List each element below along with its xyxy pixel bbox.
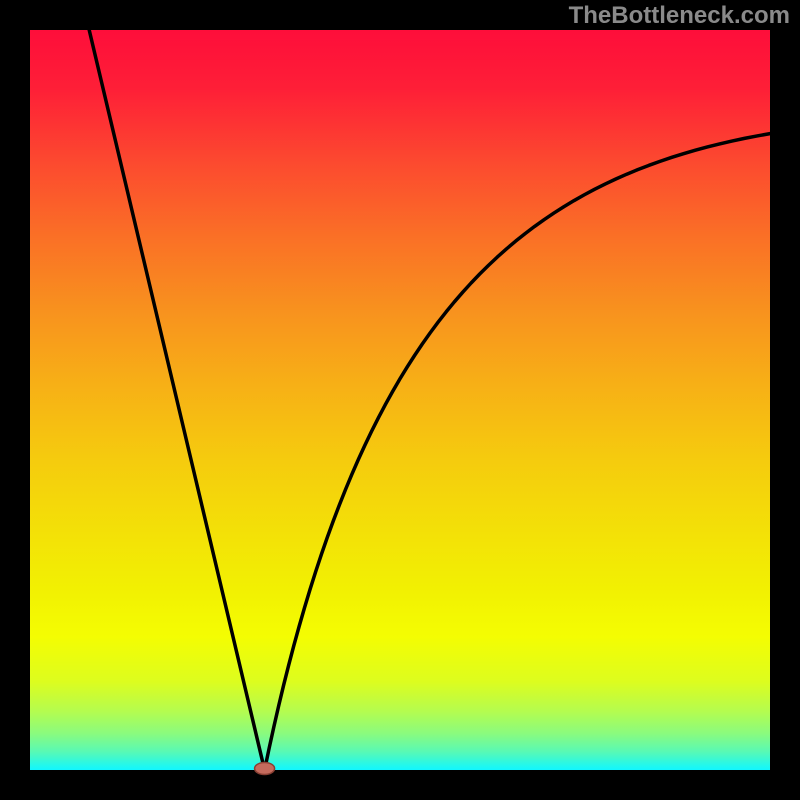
- plot-gradient-area: [30, 30, 770, 770]
- watermark-text: TheBottleneck.com: [569, 2, 790, 30]
- chart-container: TheBottleneck.com: [0, 0, 800, 800]
